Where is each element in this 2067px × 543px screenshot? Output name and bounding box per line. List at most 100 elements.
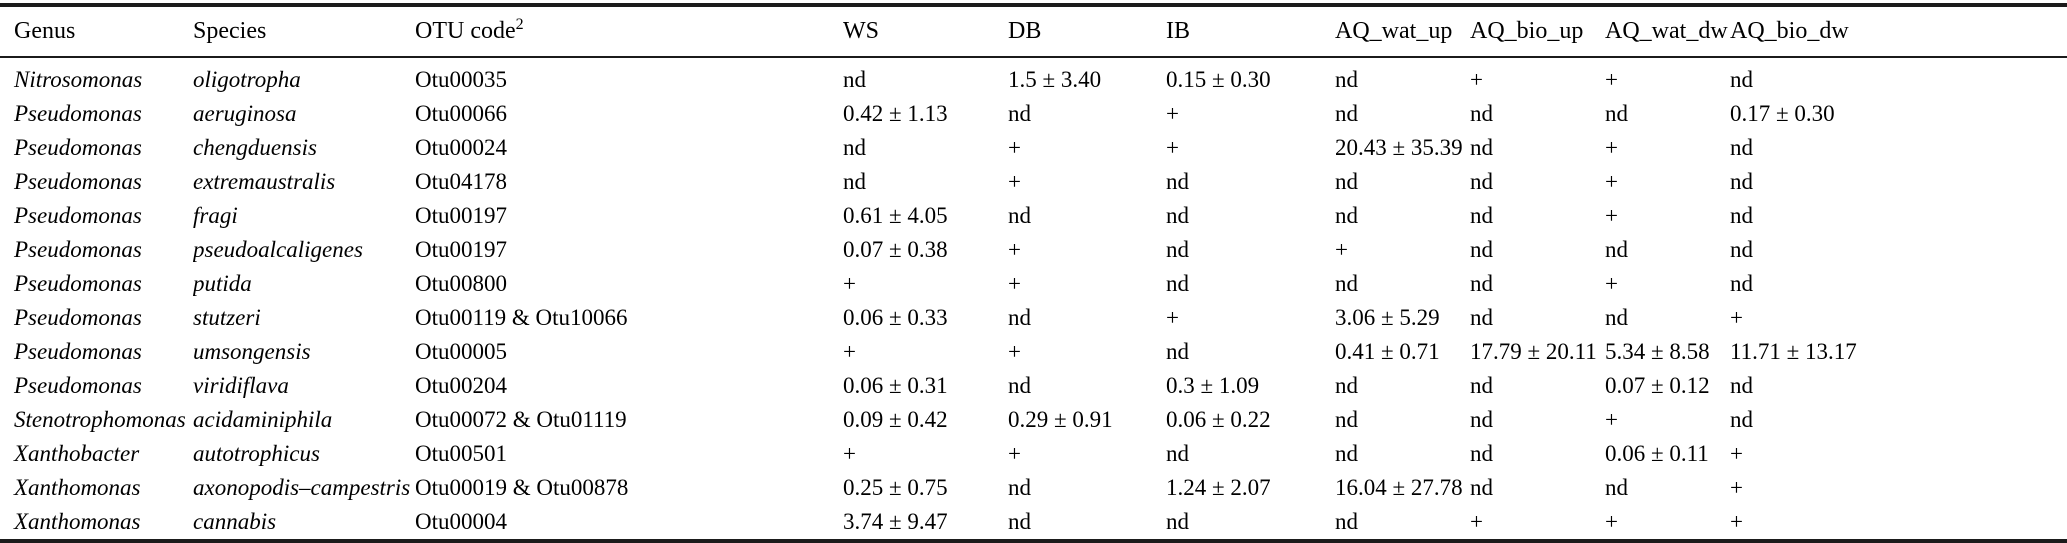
cell-species: putida [193,271,252,296]
table-row: Xanthomonas axonopodis–campestris Otu00019… [0,471,2067,505]
cell-db: nd [1008,101,1031,126]
cell-aq_bio_dw: nd [1730,135,1753,160]
cell-species: cannabis [193,509,277,534]
cell-otu: Otu00204 [415,373,507,398]
cell-ws: 0.09 ± 0.42 [843,407,948,432]
cell-otu: Otu00119 & Otu10066 [415,305,628,330]
cell-aq_wat_up: nd [1335,203,1358,228]
column-header-aq_bio_dw: AQ_bio_dw [1730,5,2067,58]
cell-species: chengduensis [193,135,317,160]
cell-ib: nd [1166,237,1189,262]
cell-genus: Nitrosomonas [14,67,143,92]
column-header-ib: IB [1166,5,1335,58]
cell-aq_bio_up: nd [1470,237,1493,262]
cell-genus: Pseudomonas [14,373,142,398]
table-row: Stenotrophomonas acidaminiphila Otu00072 &… [0,403,2067,437]
cell-ws: + [843,339,856,364]
cell-otu: Otu00066 [415,101,507,126]
cell-species: extremaustralis [193,169,336,194]
table-row: Nitrosomonas oligotropha Otu00035 nd 1.5 ± 3… [0,57,2067,97]
cell-aq_wat_dw: + [1605,203,1618,228]
cell-ib: nd [1166,441,1189,466]
cell-aq_wat_up: nd [1335,441,1358,466]
cell-aq_bio_up: nd [1470,203,1493,228]
cell-aq_bio_up: nd [1470,101,1493,126]
cell-aq_bio_up: nd [1470,373,1493,398]
cell-aq_wat_dw: + [1605,135,1618,160]
table-row: Xanthomonas cannabis Otu00004 3.74 ± 9.47 nd… [0,505,2067,541]
cell-aq_bio_dw: 11.71 ± 13.17 [1730,339,1857,364]
cell-aq_bio_up: nd [1470,475,1493,500]
cell-ws: + [843,271,856,296]
cell-db: + [1008,135,1021,160]
cell-db: nd [1008,373,1031,398]
cell-aq_bio_up: nd [1470,305,1493,330]
cell-db: nd [1008,475,1031,500]
cell-aq_wat_up: nd [1335,407,1358,432]
cell-aq_bio_dw: nd [1730,407,1753,432]
cell-aq_wat_up: 20.43 ± 35.39 [1335,135,1463,160]
cell-ib: nd [1166,339,1189,364]
column-header-species: Species [193,5,415,58]
cell-ib: nd [1166,203,1189,228]
table-row: Pseudomonas pseudoalcaligenes Otu00197 0.07… [0,233,2067,267]
cell-species: axonopodis–campestris [193,475,411,500]
cell-species: acidaminiphila [193,407,333,432]
cell-aq_bio_up: + [1470,67,1483,92]
cell-aq_bio_dw: + [1730,509,1743,534]
table-row: Pseudomonas extremaustralis Otu04178 nd + nd n… [0,165,2067,199]
cell-aq_bio_up: nd [1470,271,1493,296]
cell-aq_wat_up: nd [1335,169,1358,194]
cell-genus: Stenotrophomonas [14,407,186,432]
cell-aq_bio_dw: 0.17 ± 0.30 [1730,101,1835,126]
cell-ib: + [1166,101,1179,126]
cell-otu: Otu00024 [415,135,507,160]
cell-ws: 0.42 ± 1.13 [843,101,948,126]
table-row: Pseudomonas fragi Otu00197 0.61 ± 4.05 nd nd n… [0,199,2067,233]
cell-aq_wat_dw: nd [1605,305,1628,330]
cell-aq_bio_dw: + [1730,305,1743,330]
cell-otu: Otu00197 [415,237,507,262]
cell-otu: Otu00005 [415,339,507,364]
cell-ws: 3.74 ± 9.47 [843,509,948,534]
otu-abundance-table: Genus Species OTU code2 WS DB IB AQ_wat_up AQ_b… [0,3,2067,543]
cell-aq_wat_dw: 0.06 ± 0.11 [1605,441,1709,466]
cell-genus: Xanthomonas [14,509,141,534]
cell-ws: nd [843,169,866,194]
cell-ws: + [843,441,856,466]
column-header-aq_wat_dw: AQ_wat_dw [1605,5,1730,58]
cell-aq_wat_dw: + [1605,509,1618,534]
cell-db: nd [1008,203,1031,228]
cell-species: fragi [193,203,238,228]
cell-aq_wat_up: nd [1335,373,1358,398]
cell-species: pseudoalcaligenes [193,237,363,262]
cell-aq_bio_up: + [1470,509,1483,534]
table-header-row: Genus Species OTU code2 WS DB IB AQ_wat_up AQ_b… [0,5,2067,58]
table-body: Nitrosomonas oligotropha Otu00035 nd 1.5 ± 3… [0,57,2067,541]
cell-species: stutzeri [193,305,261,330]
cell-aq_wat_up: nd [1335,271,1358,296]
cell-ws: nd [843,135,866,160]
cell-db: + [1008,237,1021,262]
cell-aq_wat_dw: + [1605,271,1618,296]
cell-db: + [1008,271,1021,296]
cell-ib: nd [1166,169,1189,194]
cell-species: autotrophicus [193,441,320,466]
cell-ib: 0.15 ± 0.30 [1166,67,1271,92]
cell-aq_bio_up: nd [1470,135,1493,160]
cell-aq_wat_up: nd [1335,509,1358,534]
cell-species: aeruginosa [193,101,297,126]
table-row: Pseudomonas putida Otu00800 + + nd nd nd + nd [0,267,2067,301]
cell-aq_bio_up: 17.79 ± 20.11 [1470,339,1597,364]
column-header-genus: Genus [0,5,193,58]
cell-genus: Pseudomonas [14,169,142,194]
cell-aq_wat_up: 0.41 ± 0.71 [1335,339,1440,364]
cell-db: 0.29 ± 0.91 [1008,407,1113,432]
cell-otu: Otu04178 [415,169,507,194]
table-row: Xanthobacter autotrophicus Otu00501 + + nd nd n… [0,437,2067,471]
cell-aq_bio_up: nd [1470,169,1493,194]
cell-otu: Otu00072 & Otu01119 [415,407,627,432]
cell-ib: nd [1166,509,1189,534]
cell-genus: Pseudomonas [14,237,142,262]
